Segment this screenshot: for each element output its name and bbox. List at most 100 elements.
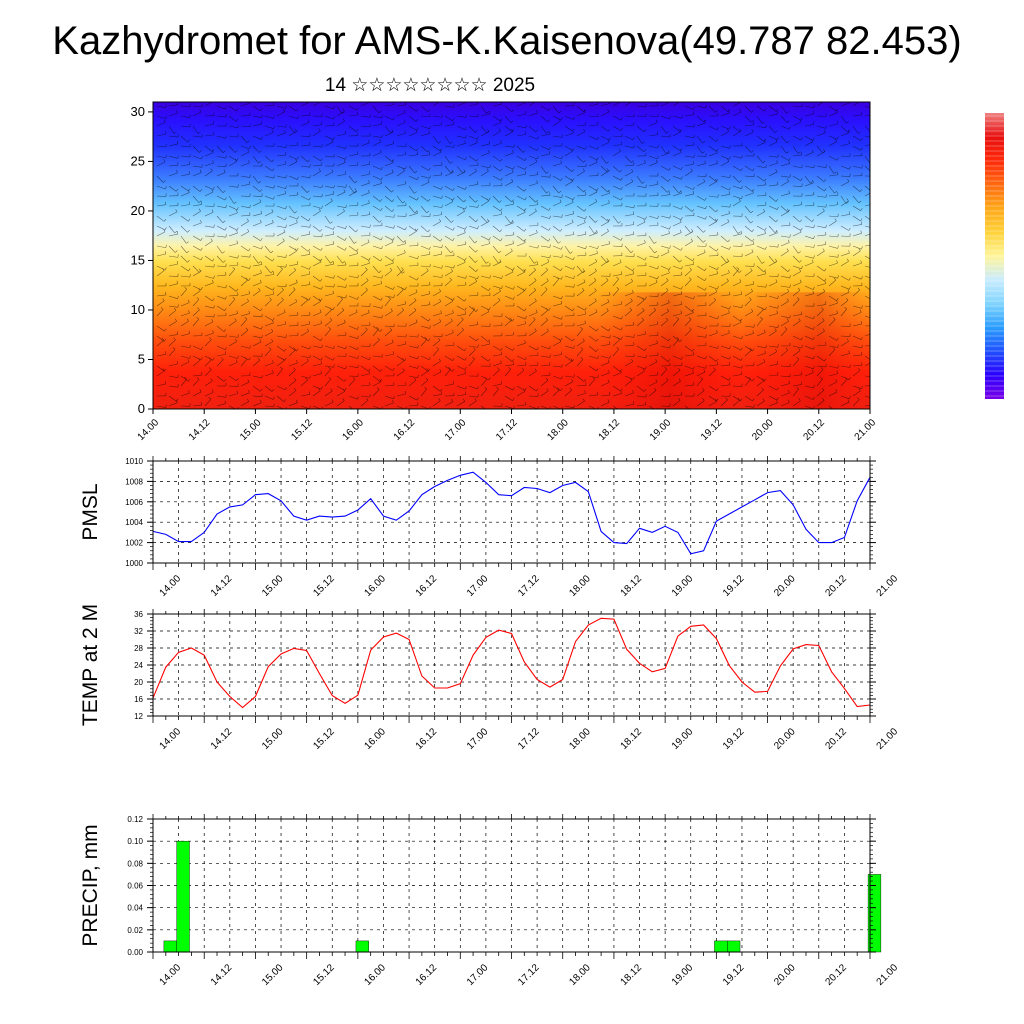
x-tick-label: 19.00 [670, 726, 696, 752]
y-tick-label: 25 [131, 153, 145, 168]
y-tick-label: 1000 [125, 559, 143, 568]
x-tick-label: 15.00 [260, 573, 286, 599]
x-tick-label: 15.00 [260, 726, 286, 752]
y-tick-label: 0.10 [127, 837, 143, 846]
x-tick-label: 15.12 [311, 726, 337, 752]
y-tick-label: 28 [134, 644, 143, 653]
x-tick-label: 17.00 [465, 962, 491, 988]
y-tick-label: 24 [134, 661, 143, 670]
page-title: Kazhydromet for AMS-K.Kaisenova(49.787 8… [52, 19, 961, 63]
y-axis-label: PRECIP, mm [79, 824, 102, 946]
x-tick-label: 20.12 [823, 962, 849, 988]
warm-anomaly [153, 292, 870, 409]
x-tick-label: 16.00 [363, 962, 389, 988]
x-tick-label: 18.00 [567, 962, 593, 988]
x-tick-label: 20.00 [750, 417, 776, 443]
x-tick-label: 14.12 [187, 417, 213, 443]
x-tick-label: 16.00 [363, 726, 389, 752]
x-tick-label: 19.00 [648, 417, 674, 443]
grid [153, 461, 870, 563]
x-tick-label: 17.00 [465, 726, 491, 752]
x-tick-label: 16.12 [414, 962, 440, 988]
x-tick-label: 19.00 [670, 573, 696, 599]
x-tick-label: 18.00 [545, 417, 571, 443]
x-tick-label: 15.00 [238, 417, 264, 443]
y-tick-label: 30 [131, 104, 145, 119]
y-tick-label: 0.06 [127, 882, 143, 891]
x-tick-label: 21.00 [875, 726, 901, 752]
pmsl-panel: PMSL 1000 1002 1004 1006 1008 1010 14.00 14.12 15… [79, 456, 900, 599]
x-tick-label: 20.12 [823, 726, 849, 752]
x-tick-label: 19.12 [699, 417, 725, 443]
x-tick-label: 14.12 [209, 726, 235, 752]
x-tick-label: 17.12 [494, 417, 520, 443]
precip-bar [356, 941, 369, 952]
x-tick-label: 14.00 [158, 962, 184, 988]
y-tick-label: 0 [138, 401, 145, 416]
precip-bar [177, 841, 190, 952]
x-tick-label: 17.12 [516, 573, 542, 599]
x-tick-label: 18.00 [567, 726, 593, 752]
x-tick-label: 17.00 [443, 417, 469, 443]
x-tick-label: 20.12 [801, 417, 827, 443]
y-tick-label: 0.04 [127, 904, 143, 913]
x-tick-label: 18.12 [619, 726, 645, 752]
x-tick-label: 21.00 [875, 573, 901, 599]
precip-bar [714, 941, 727, 952]
x-tick-label: 14.12 [209, 573, 235, 599]
y-tick-label: 1006 [125, 498, 143, 507]
y-tick-label: 20 [134, 678, 143, 687]
y-tick-label: 0.02 [127, 926, 143, 935]
x-tick-label: 17.12 [516, 962, 542, 988]
x-tick-label: 15.00 [260, 962, 286, 988]
grid [153, 819, 870, 952]
x-tick-label: 20.00 [772, 573, 798, 599]
x-tick-label: 21.00 [875, 962, 901, 988]
x-tick-label: 17.00 [465, 573, 491, 599]
y-tick-label: 15 [131, 252, 145, 267]
y-tick-label: 12 [134, 712, 143, 721]
meteogram: Kazhydromet for AMS-K.Kaisenova(49.787 8… [0, 0, 1024, 1024]
y-tick-label: 1004 [125, 518, 143, 527]
y-tick-label: 10 [131, 302, 145, 317]
x-tick-label: 19.12 [721, 962, 747, 988]
y-tick-label: 32 [134, 627, 143, 636]
temp2m-series-line [153, 618, 870, 707]
y-tick-label: 1002 [125, 539, 143, 548]
x-tick-label: 17.12 [516, 726, 542, 752]
precip-panel: PRECIP, mm 0.00 0.02 0.04 0.06 0.08 0.10 0.12 14… [79, 814, 900, 988]
x-tick-label: 18.12 [619, 573, 645, 599]
x-tick-label: 21.00 [853, 417, 879, 443]
x-tick-label: 20.00 [772, 962, 798, 988]
x-tick-label: 18.12 [619, 962, 645, 988]
x-tick-label: 15.12 [311, 573, 337, 599]
y-tick-label: 0.00 [127, 948, 143, 957]
y-tick-label: 0.12 [127, 815, 143, 824]
y-axis-label: TEMP at 2 M [79, 604, 102, 726]
y-tick-label: 0.08 [127, 859, 143, 868]
x-tick-label: 20.12 [823, 573, 849, 599]
x-tick-label: 19.00 [670, 962, 696, 988]
colorbar [985, 113, 1004, 399]
x-tick-label: 16.00 [341, 417, 367, 443]
grid [153, 614, 870, 716]
x-tick-label: 16.00 [363, 573, 389, 599]
precip-bar [164, 941, 177, 952]
temp-panel: TEMP at 2 M 12 16 20 24 28 32 36 14.00 14.12 15.00… [79, 604, 900, 752]
y-tick-label: 20 [131, 203, 145, 218]
y-axis-label: PMSL [79, 483, 102, 540]
x-tick-label: 16.12 [414, 726, 440, 752]
x-tick-label: 19.12 [721, 726, 747, 752]
x-tick-label: 16.12 [414, 573, 440, 599]
x-tick-label: 15.12 [289, 417, 315, 443]
cross-section-panel: 0 5 10 15 20 25 30 14.00 14.12 15.00 15.12 16.00 16.… [131, 98, 879, 442]
y-tick-label: 1008 [125, 477, 143, 486]
x-tick-label: 18.00 [567, 573, 593, 599]
x-tick-label: 14.00 [158, 726, 184, 752]
x-tick-label: 15.12 [311, 962, 337, 988]
y-tick-label: 36 [134, 610, 143, 619]
precip-bar [727, 941, 740, 952]
x-tick-label: 19.12 [721, 573, 747, 599]
y-tick-label: 5 [138, 351, 145, 366]
x-tick-label: 18.12 [597, 417, 623, 443]
